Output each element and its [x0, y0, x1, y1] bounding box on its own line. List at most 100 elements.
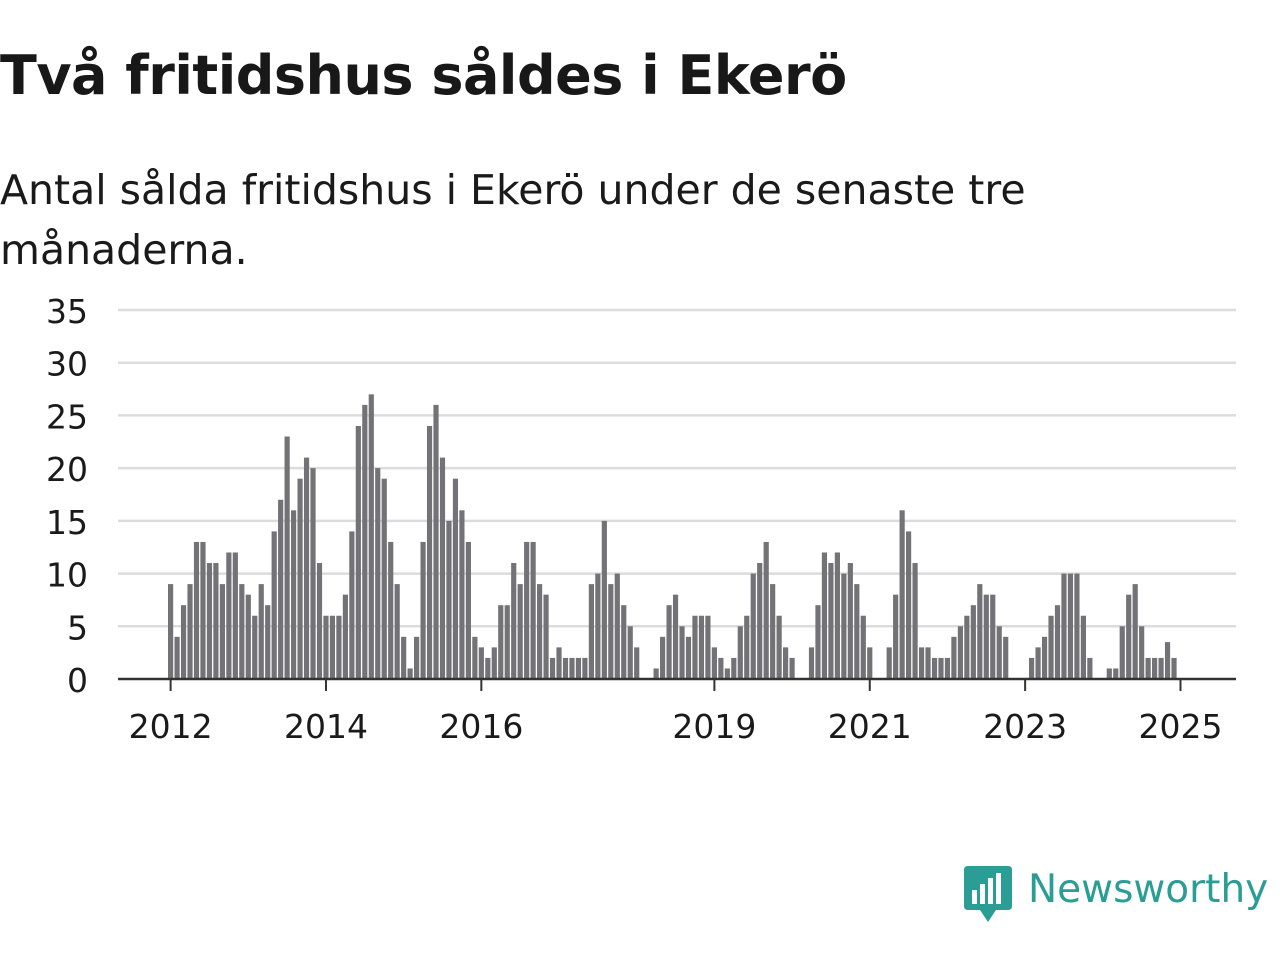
y-tick-label: 15	[46, 503, 88, 542]
bar	[388, 541, 394, 679]
bar	[414, 636, 420, 679]
bar	[180, 605, 187, 679]
bar	[957, 626, 963, 679]
y-tick-label: 5	[67, 608, 88, 647]
bar	[996, 626, 1002, 679]
bar	[524, 541, 530, 679]
bar	[990, 594, 996, 679]
bar	[200, 541, 206, 679]
bar	[977, 584, 983, 679]
bar	[258, 584, 264, 679]
bar	[1074, 573, 1080, 679]
bar	[472, 636, 478, 679]
bar	[562, 657, 569, 679]
bar	[621, 605, 627, 679]
y-tick-label: 20	[46, 450, 88, 489]
bar	[174, 636, 180, 679]
bar	[569, 657, 575, 679]
bar	[1054, 605, 1061, 679]
y-tick-label: 10	[46, 556, 88, 595]
bar	[517, 584, 523, 679]
bar	[271, 531, 277, 679]
bar	[323, 615, 329, 679]
bar	[213, 563, 219, 679]
chart-subtitle: Antal sålda fritidshus i Ekerö under de …	[0, 166, 1026, 274]
bar	[776, 615, 782, 679]
bar	[485, 657, 491, 679]
bar	[575, 657, 582, 679]
brand[interactable]: Newsworthy	[962, 864, 1268, 928]
bar	[731, 657, 737, 679]
bar	[1080, 615, 1086, 679]
bar	[595, 573, 601, 679]
bar	[660, 636, 666, 679]
y-tick-label: 30	[46, 345, 88, 384]
bar	[1132, 584, 1138, 679]
bar	[614, 573, 620, 679]
bar	[854, 584, 860, 679]
bar	[1139, 626, 1145, 679]
bar	[750, 573, 756, 679]
bar	[1035, 647, 1041, 679]
bar	[316, 563, 323, 679]
bar	[556, 647, 562, 679]
x-tick-label: 2023	[983, 707, 1067, 746]
y-tick-label: 25	[46, 397, 88, 436]
bar	[634, 647, 640, 679]
chart-title: Två fritidshus såldes i Ekerö	[0, 44, 847, 107]
bar	[232, 552, 238, 679]
bar	[828, 563, 834, 679]
bar	[349, 531, 355, 679]
bar	[860, 615, 866, 679]
bar	[1106, 668, 1112, 679]
bar	[368, 394, 374, 679]
bar	[925, 647, 931, 679]
bar	[342, 594, 348, 679]
bar	[588, 584, 594, 679]
bar	[452, 478, 459, 679]
bar	[1158, 657, 1164, 679]
bar	[362, 404, 368, 679]
bar	[459, 510, 465, 679]
bar	[543, 594, 549, 679]
bar	[426, 425, 433, 679]
bar	[685, 636, 692, 679]
bar	[841, 573, 847, 679]
bar	[537, 584, 543, 679]
bar	[511, 563, 517, 679]
bar	[970, 605, 976, 679]
bar	[284, 436, 290, 679]
bar	[938, 657, 944, 679]
bar	[1048, 615, 1054, 679]
bar	[679, 626, 685, 679]
bar	[893, 594, 899, 679]
bar	[815, 605, 821, 679]
bar	[951, 636, 957, 679]
bar	[278, 499, 284, 679]
bar	[582, 657, 588, 679]
bar	[931, 657, 938, 679]
bar	[808, 647, 815, 679]
bar	[770, 584, 776, 679]
bar	[394, 584, 400, 679]
bar	[899, 510, 905, 679]
x-tick-label: 2021	[828, 707, 912, 746]
bar	[291, 510, 297, 679]
bar	[886, 647, 892, 679]
bar	[718, 657, 724, 679]
bar	[783, 647, 789, 679]
bar	[1126, 594, 1132, 679]
bar	[407, 668, 413, 679]
bar	[168, 584, 174, 679]
bar	[310, 468, 316, 679]
bar	[478, 647, 484, 679]
bar	[226, 552, 232, 679]
bar	[433, 404, 439, 679]
bar	[465, 541, 471, 679]
bar	[789, 657, 795, 679]
bar	[867, 647, 873, 679]
bar	[355, 425, 361, 679]
bar	[666, 605, 672, 679]
bar	[1164, 642, 1171, 679]
